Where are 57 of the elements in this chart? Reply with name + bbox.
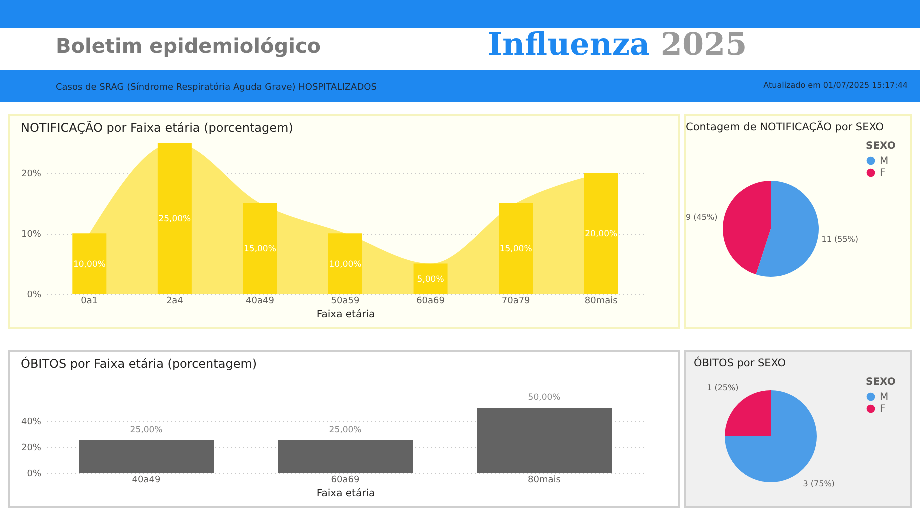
x-tick-label: 40a49 (246, 296, 275, 306)
data-label: 10,00% (329, 260, 362, 270)
legend-label: M (880, 156, 889, 167)
text: Influenza (488, 27, 650, 63)
x-tick-label: 80mais (528, 476, 562, 486)
data-label: 25,00% (158, 214, 192, 224)
pie-slice (723, 181, 771, 275)
y-tick-label: 20% (21, 444, 42, 454)
chart-title: ÓBITOS por SEXO (694, 356, 786, 370)
x-tick-label: 70a79 (502, 296, 531, 306)
data-label: 15,00% (244, 244, 276, 255)
chart-title: ÓBITOS por Faixa etária (porcentagem) (20, 356, 258, 371)
data-label: 11 (55%) (822, 234, 859, 244)
data-label: 25,00% (329, 426, 362, 436)
data-label: 10,00% (73, 260, 106, 270)
x-tick-label: 80mais (584, 296, 618, 306)
chart-title: NOTIFICAÇÃO por Faixa etária (porcentagem) (20, 120, 294, 135)
y-tick-label: 0% (27, 470, 42, 480)
text: Atualizado em 01/07/2025 15:17:44 (764, 81, 908, 90)
x-tick-label: 0a1 (81, 296, 98, 306)
pie-slice (756, 181, 819, 277)
pie-slice (725, 390, 771, 436)
y-tick-label: 10% (21, 230, 42, 240)
data-label: 5,00% (417, 274, 444, 285)
data-label: 15,00% (500, 244, 532, 255)
x-axis-title: Faixa etária (316, 310, 376, 320)
data-label: 9 (45%) (686, 213, 718, 222)
bar (328, 234, 362, 294)
data-label: 1 (25%) (707, 383, 739, 392)
data-label: 20,00% (585, 230, 618, 240)
data-label: 50,00% (528, 393, 561, 403)
y-tick-label: 20% (21, 170, 42, 180)
data-label: 25,00% (130, 426, 163, 436)
y-tick-label: 40% (21, 418, 42, 428)
x-tick-label: 60a69 (331, 476, 360, 486)
x-axis-title: Faixa etária (316, 488, 376, 500)
text: 2025 (660, 27, 748, 63)
x-tick-label: 50a59 (331, 296, 360, 306)
chart-title: Contagem de NOTIFICAÇÃO por SEXO (686, 120, 884, 134)
legend-label: F (880, 404, 886, 415)
legend-label: M (880, 392, 889, 403)
text: Boletim epidemiológico (56, 34, 322, 58)
bar (499, 203, 534, 294)
x-tick-label: 60a69 (416, 296, 446, 306)
y-tick-label: 0% (27, 290, 42, 300)
text: Casos de SRAG (Síndrome Respiratória Aguda Grave) HOSPITALIZADOS (56, 83, 377, 93)
legend-label: F (880, 168, 886, 179)
data-label: 3 (75%) (803, 480, 835, 489)
bar (72, 234, 107, 294)
x-tick-label: 40a49 (132, 476, 161, 486)
x-tick-label: 2a4 (166, 296, 184, 306)
bar (414, 264, 448, 294)
legend-title: SEXO (866, 141, 896, 152)
bar (584, 173, 618, 294)
legend-title: SEXO (866, 377, 896, 388)
bar (243, 203, 278, 294)
bar (158, 143, 192, 294)
